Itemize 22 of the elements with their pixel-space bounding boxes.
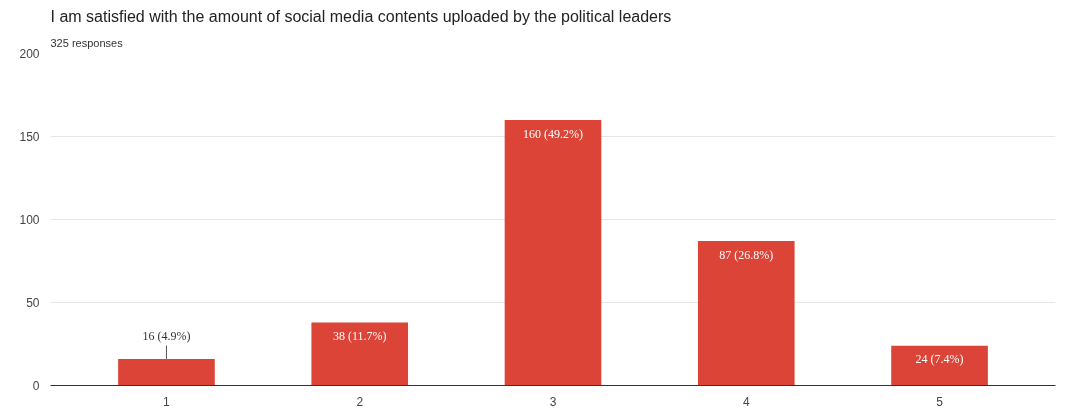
x-tick-label: 3 [549, 394, 557, 409]
data-label: 38 (11.7%) [332, 329, 387, 344]
data-label: 87 (26.8%) [719, 247, 774, 262]
x-tick-label: 2 [356, 394, 364, 409]
bar [118, 358, 215, 386]
data-label: 16 (4.9%) [142, 329, 191, 344]
bar [311, 322, 409, 386]
bar [697, 241, 795, 386]
chart-title: I am satisfied with the amount of social media contents uploaded by the political leaders [50, 7, 672, 25]
chart-subtitle: 325 responses [50, 36, 124, 49]
y-tick-label: 0 [32, 379, 40, 393]
y-tick-label: 100 [19, 213, 40, 227]
x-tick-label: 4 [742, 394, 750, 409]
x-tick-label: 5 [936, 394, 944, 409]
data-label: 24 (7.4%) [915, 352, 964, 367]
bar [504, 119, 602, 386]
x-tick-label: 1 [163, 394, 171, 409]
bar [891, 345, 988, 386]
y-tick-label: 200 [19, 47, 40, 61]
y-tick-label: 150 [19, 130, 40, 144]
data-label: 160 (49.2%) [523, 126, 584, 141]
y-tick-label: 50 [26, 296, 40, 310]
